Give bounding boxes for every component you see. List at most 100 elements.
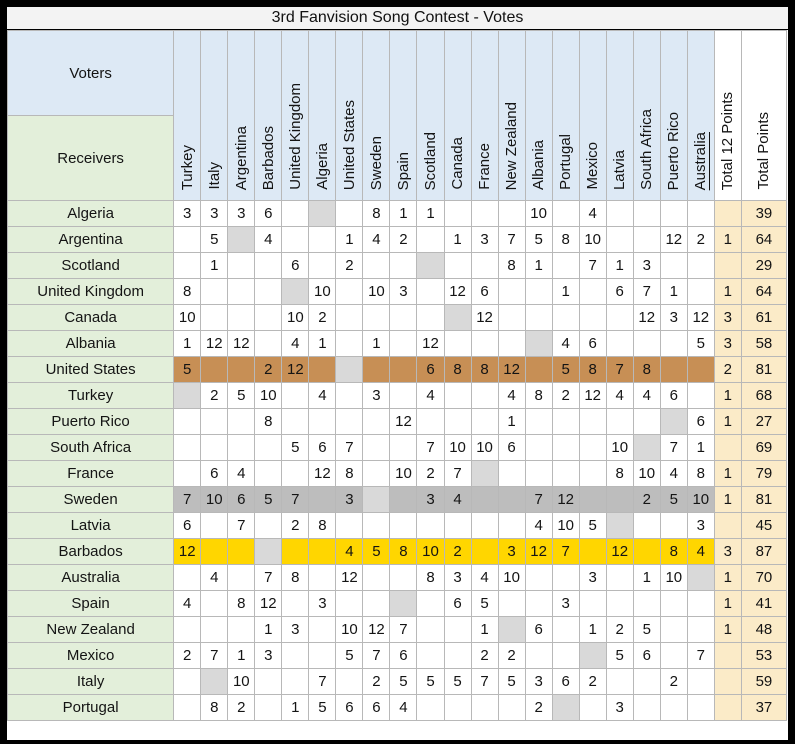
voters-label: Voters bbox=[8, 31, 173, 116]
vote-cell: 3 bbox=[335, 486, 364, 513]
vote-cell bbox=[200, 278, 229, 305]
vote-cell: 2 bbox=[200, 382, 229, 409]
vote-cell bbox=[173, 668, 202, 695]
vote-cell bbox=[281, 590, 310, 617]
total-points-cell: 59 bbox=[740, 668, 788, 695]
vote-cell bbox=[335, 200, 364, 227]
vote-cell bbox=[470, 486, 499, 513]
vote-cell: 4 bbox=[443, 486, 472, 513]
vote-cell: 10 bbox=[200, 486, 229, 513]
vote-cell: 4 bbox=[200, 564, 229, 591]
vote-cell: 10 bbox=[308, 278, 337, 305]
vote-cell: 2 bbox=[362, 668, 391, 695]
vote-cell: 12 bbox=[200, 330, 229, 357]
voter-column-header: France bbox=[470, 30, 499, 201]
vote-cell bbox=[524, 304, 553, 331]
vote-cell: 5 bbox=[443, 668, 472, 695]
receivers-label: Receivers bbox=[8, 116, 173, 200]
total-points-cell: 58 bbox=[740, 330, 788, 357]
voter-column-header: Canada bbox=[443, 30, 472, 201]
voter-column-header: United States bbox=[335, 30, 364, 201]
vote-cell bbox=[659, 356, 688, 383]
total-points-cell: 68 bbox=[740, 382, 788, 409]
vote-cell bbox=[470, 408, 499, 435]
vote-cell: 12 bbox=[659, 226, 688, 253]
vote-cell bbox=[443, 616, 472, 643]
total-12-points-cell bbox=[713, 252, 742, 279]
vote-cell: 12 bbox=[470, 304, 499, 331]
vote-cell bbox=[632, 590, 661, 617]
vote-cell bbox=[173, 408, 202, 435]
vote-cell bbox=[497, 278, 526, 305]
vote-cell: 2 bbox=[578, 668, 607, 695]
vote-cell bbox=[335, 512, 364, 539]
vote-cell bbox=[281, 538, 310, 565]
self-vote-cell bbox=[551, 694, 580, 721]
vote-cell bbox=[362, 590, 391, 617]
vote-cell bbox=[227, 538, 256, 565]
vote-cell: 5 bbox=[578, 512, 607, 539]
table-row: Albania 1 12 12 4 1 1 12 4 6 5 3 58 bbox=[7, 330, 788, 357]
vote-cell bbox=[389, 252, 418, 279]
vote-cell bbox=[227, 356, 256, 383]
vote-cell: 2 bbox=[470, 642, 499, 669]
vote-cell bbox=[281, 460, 310, 487]
vote-cell bbox=[443, 694, 472, 721]
vote-cell bbox=[632, 668, 661, 695]
vote-cell bbox=[308, 356, 337, 383]
vote-cell bbox=[686, 668, 715, 695]
vote-cell: 5 bbox=[524, 226, 553, 253]
vote-cell: 4 bbox=[659, 460, 688, 487]
vote-cell bbox=[254, 434, 283, 461]
vote-cell: 7 bbox=[389, 616, 418, 643]
vote-cell bbox=[686, 356, 715, 383]
total-12-points-cell bbox=[713, 694, 742, 721]
voter-column-header-label: Turkey bbox=[178, 144, 196, 190]
total-points-cell: 41 bbox=[740, 590, 788, 617]
total-points-cell: 45 bbox=[740, 512, 788, 539]
vote-cell: 3 bbox=[605, 694, 634, 721]
receiver-row-label: Latvia bbox=[7, 512, 175, 539]
vote-cell: 12 bbox=[443, 278, 472, 305]
vote-cell bbox=[362, 434, 391, 461]
vote-cell: 7 bbox=[254, 564, 283, 591]
vote-cell: 2 bbox=[632, 486, 661, 513]
table-row: United States 5 2 12 6 8 8 12 5 8 7 8 2 81 bbox=[7, 356, 788, 383]
vote-cell bbox=[632, 200, 661, 227]
vote-cell bbox=[551, 642, 580, 669]
self-vote-cell bbox=[281, 278, 310, 305]
vote-cell bbox=[200, 590, 229, 617]
vote-cell: 2 bbox=[227, 694, 256, 721]
vote-cell: 3 bbox=[659, 304, 688, 331]
vote-cell bbox=[497, 304, 526, 331]
vote-cell bbox=[308, 564, 337, 591]
self-vote-cell bbox=[524, 330, 553, 357]
vote-cell bbox=[308, 538, 337, 565]
vote-cell bbox=[605, 486, 634, 513]
table-row: Canada 10 10 2 12 12 3 12 3 61 bbox=[7, 304, 788, 331]
vote-cell: 1 bbox=[308, 330, 337, 357]
vote-cell: 10 bbox=[686, 486, 715, 513]
vote-cell bbox=[659, 200, 688, 227]
voter-column-header: Mexico bbox=[578, 30, 607, 201]
vote-cell bbox=[686, 252, 715, 279]
vote-cell: 2 bbox=[335, 252, 364, 279]
vote-cell bbox=[632, 512, 661, 539]
self-vote-cell bbox=[227, 226, 256, 253]
total-points-cell: 79 bbox=[740, 460, 788, 487]
vote-cell bbox=[254, 252, 283, 279]
vote-cell: 10 bbox=[254, 382, 283, 409]
vote-cell: 2 bbox=[416, 460, 445, 487]
total-12-points-cell bbox=[713, 512, 742, 539]
receiver-row-label: Sweden bbox=[7, 486, 175, 513]
vote-cell bbox=[308, 642, 337, 669]
self-vote-cell bbox=[443, 304, 472, 331]
vote-cell bbox=[281, 642, 310, 669]
vote-cell bbox=[470, 512, 499, 539]
vote-cell bbox=[200, 512, 229, 539]
vote-cell: 12 bbox=[254, 590, 283, 617]
total-12-points-cell: 2 bbox=[713, 356, 742, 383]
vote-cell bbox=[605, 200, 634, 227]
vote-cell: 4 bbox=[632, 382, 661, 409]
receiver-row-label: Australia bbox=[7, 564, 175, 591]
